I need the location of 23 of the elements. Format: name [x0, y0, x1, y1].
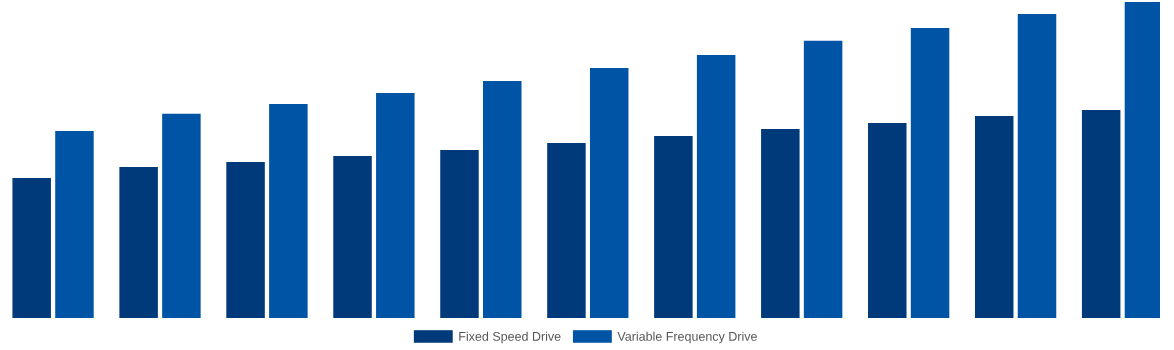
- bar: [868, 123, 907, 318]
- bar: [974, 116, 1014, 318]
- bar: [761, 129, 800, 318]
- bar: [696, 55, 736, 318]
- bar: [376, 93, 415, 318]
- bar: [803, 40, 843, 318]
- bar: [654, 135, 693, 318]
- bar: [1017, 14, 1057, 318]
- bar: [589, 68, 629, 318]
- bar: [440, 149, 479, 318]
- bar: [162, 113, 201, 318]
- legend-label: Variable Frequency Drive: [617, 331, 757, 344]
- bar: [483, 81, 522, 318]
- bar: [55, 130, 94, 318]
- bar: [1081, 110, 1121, 318]
- bar: [333, 155, 372, 318]
- legend-label: Fixed Speed Drive: [459, 331, 561, 344]
- bar: [910, 27, 950, 318]
- bar: [547, 142, 586, 318]
- bar: [119, 166, 158, 318]
- bar: [269, 104, 308, 318]
- bar: [226, 161, 265, 318]
- bar: [12, 178, 51, 318]
